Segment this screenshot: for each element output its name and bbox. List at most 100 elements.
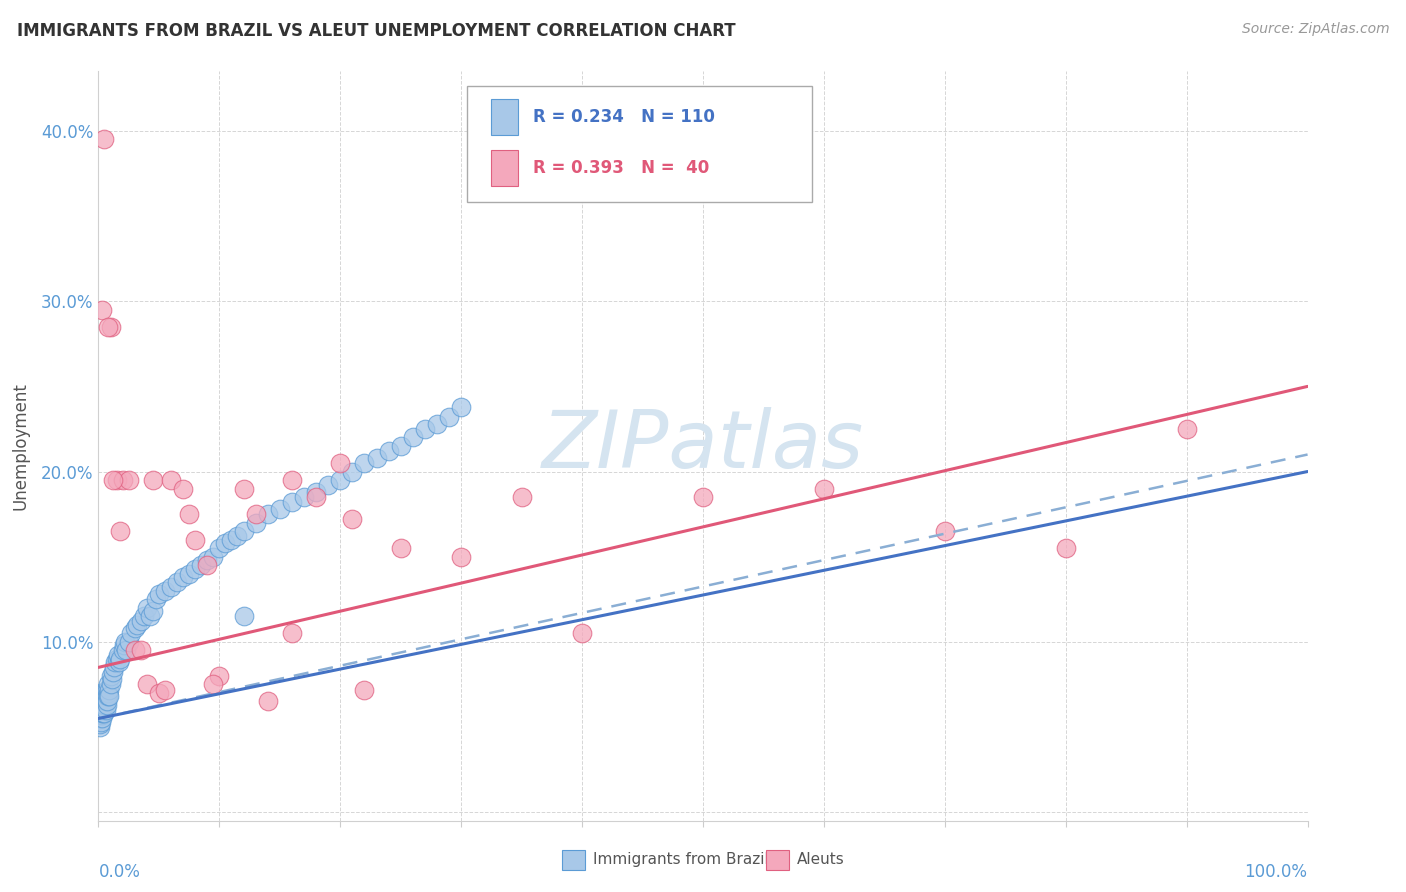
Point	[353, 682, 375, 697]
Point	[115, 643, 138, 657]
Point	[94, 686, 117, 700]
Point	[105, 652, 128, 666]
Point	[90, 708, 112, 723]
Point	[202, 549, 225, 564]
Point	[90, 714, 112, 729]
Point	[195, 558, 218, 573]
Text: Source: ZipAtlas.com: Source: ZipAtlas.com	[1241, 22, 1389, 37]
Point	[124, 643, 146, 657]
Point	[142, 473, 165, 487]
Point	[139, 609, 162, 624]
Point	[112, 638, 135, 652]
Point	[96, 698, 118, 712]
Point	[89, 694, 111, 708]
Point	[94, 694, 117, 708]
Point	[127, 617, 149, 632]
Point	[93, 706, 115, 721]
Point	[172, 570, 194, 584]
Point	[97, 677, 120, 691]
Point	[91, 698, 114, 712]
Point	[90, 703, 112, 717]
Point	[91, 686, 114, 700]
Point	[91, 708, 114, 723]
Point	[89, 703, 111, 717]
Point	[107, 648, 129, 663]
Text: Aleuts: Aleuts	[797, 853, 845, 867]
Point	[101, 665, 124, 680]
Point	[281, 626, 304, 640]
Point	[91, 698, 114, 712]
Point	[91, 703, 114, 717]
Point	[93, 694, 115, 708]
Point	[145, 592, 167, 607]
Point	[100, 669, 122, 683]
Point	[89, 703, 111, 717]
Point	[305, 490, 328, 504]
Point	[129, 615, 152, 629]
Point	[934, 524, 956, 538]
Point	[172, 482, 194, 496]
Point	[90, 694, 112, 708]
Point	[111, 473, 134, 487]
Point	[129, 643, 152, 657]
Point	[160, 473, 183, 487]
Point	[96, 682, 118, 697]
Point	[89, 716, 111, 731]
Y-axis label: Unemployment: Unemployment	[11, 382, 30, 510]
Point	[342, 512, 364, 526]
Point	[124, 621, 146, 635]
Point	[377, 444, 399, 458]
Point	[135, 677, 157, 691]
Point	[402, 430, 425, 444]
Point	[245, 516, 267, 530]
Text: Immigrants from Brazil: Immigrants from Brazil	[593, 853, 769, 867]
Point	[89, 711, 111, 725]
Point	[813, 482, 835, 496]
Point	[97, 690, 120, 704]
Point	[692, 490, 714, 504]
Point	[111, 643, 134, 657]
Point	[98, 690, 121, 704]
Point	[100, 677, 122, 691]
Point	[98, 682, 121, 697]
Point	[89, 706, 111, 721]
Point	[104, 655, 127, 669]
Point	[1175, 422, 1198, 436]
Point	[96, 694, 118, 708]
Point	[148, 686, 170, 700]
Text: ZIPatlas: ZIPatlas	[541, 407, 865, 485]
Point	[571, 626, 593, 640]
Point	[450, 400, 472, 414]
Point	[91, 694, 114, 708]
Point	[91, 699, 114, 714]
Point	[90, 699, 112, 714]
Point	[89, 711, 111, 725]
Point	[366, 450, 388, 465]
Point	[120, 626, 142, 640]
Point	[256, 507, 278, 521]
Text: R = 0.234   N = 110: R = 0.234 N = 110	[533, 109, 714, 127]
FancyBboxPatch shape	[467, 87, 811, 202]
Point	[94, 703, 117, 717]
Point	[292, 490, 315, 504]
Point	[437, 410, 460, 425]
Point	[190, 558, 212, 573]
Point	[90, 703, 112, 717]
Point	[91, 706, 114, 721]
Point	[91, 694, 114, 708]
Point	[184, 533, 207, 547]
Point	[214, 536, 236, 550]
Point	[134, 609, 156, 624]
Point	[93, 703, 115, 717]
Point	[413, 422, 436, 436]
Point	[305, 485, 328, 500]
Point	[269, 502, 291, 516]
Point	[184, 561, 207, 575]
Point	[100, 673, 122, 687]
Point	[148, 587, 170, 601]
Point	[91, 699, 114, 714]
Point	[89, 711, 111, 725]
Point	[93, 698, 115, 712]
Point	[160, 580, 183, 594]
Point	[93, 686, 115, 700]
